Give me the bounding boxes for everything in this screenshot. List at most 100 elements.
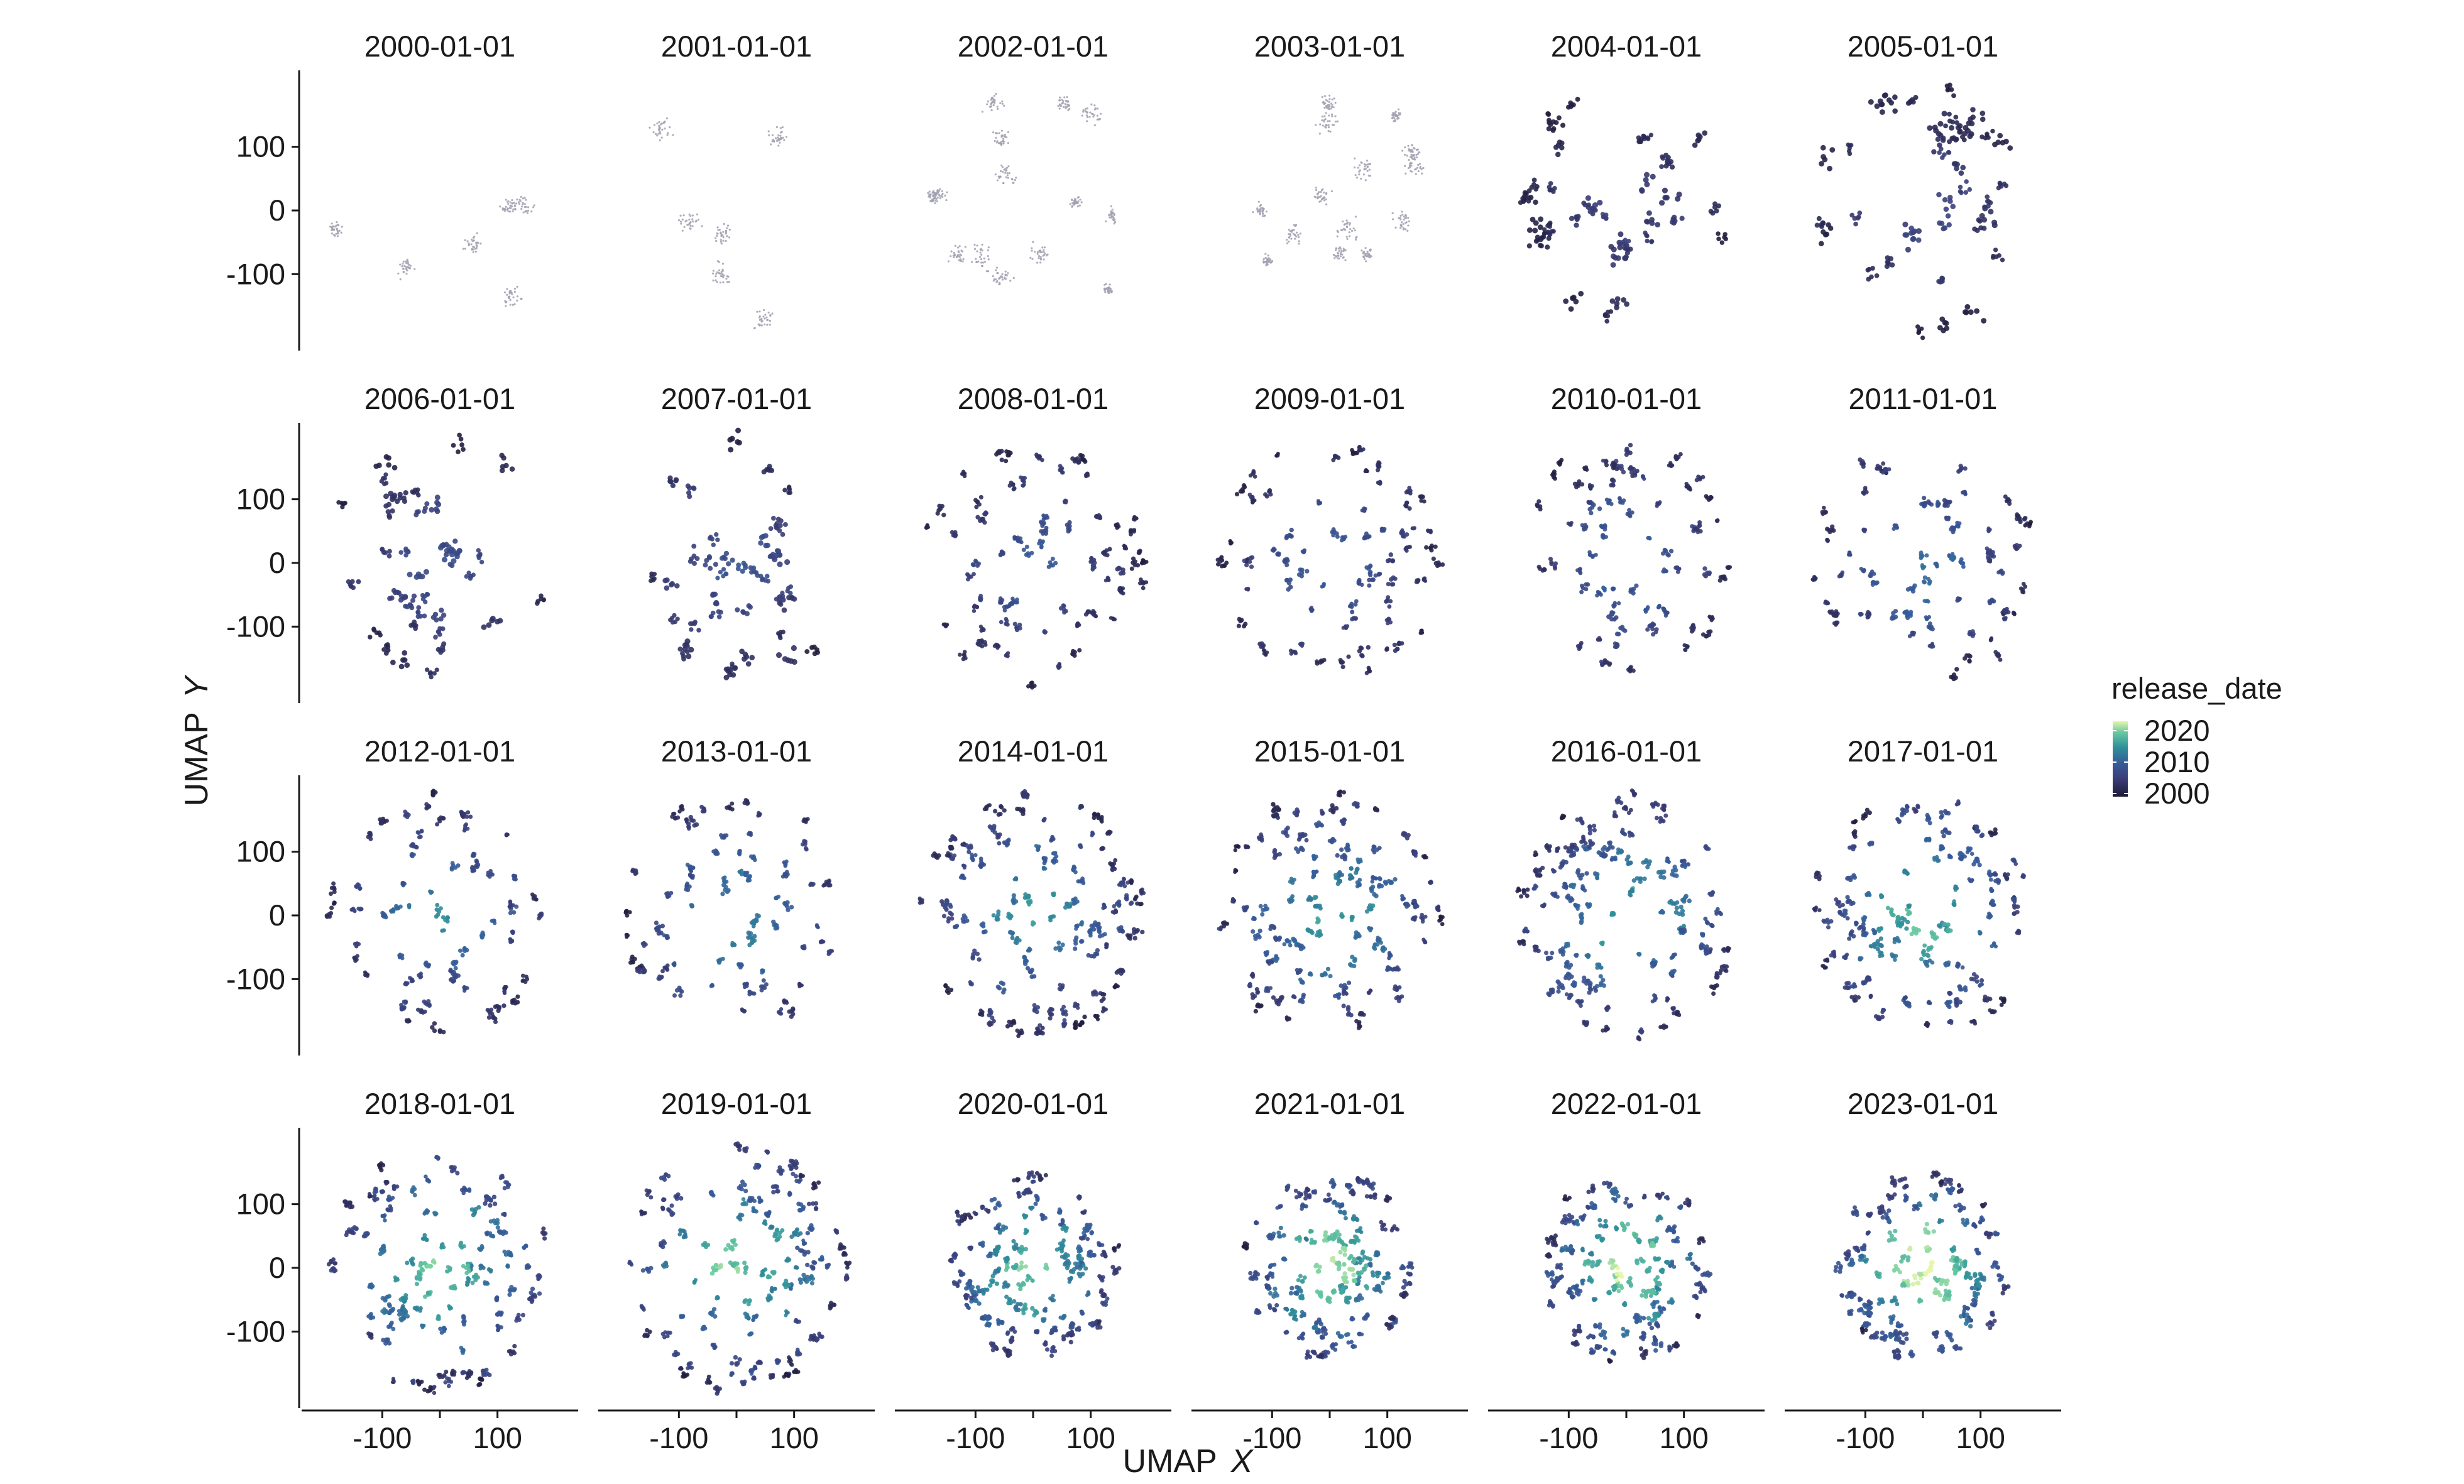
data-point — [1071, 865, 1076, 869]
data-point — [1326, 104, 1328, 107]
data-point — [787, 487, 792, 492]
data-point — [1947, 194, 1953, 200]
data-point — [1997, 133, 2003, 139]
data-point — [1584, 582, 1589, 587]
data-point — [1344, 249, 1347, 251]
data-point — [784, 903, 790, 909]
data-point — [462, 986, 466, 990]
data-point — [358, 887, 362, 891]
data-point — [1660, 551, 1666, 556]
data-point — [1289, 230, 1291, 232]
data-point — [1112, 910, 1117, 915]
data-point — [383, 550, 388, 555]
data-point — [1981, 226, 1987, 231]
data-point — [1829, 147, 1836, 153]
facet-panel: 2009-01-01 — [1215, 382, 1445, 675]
data-point — [764, 323, 766, 326]
data-point — [1641, 475, 1645, 479]
data-point — [1268, 259, 1271, 261]
data-point — [721, 263, 725, 265]
data-point — [710, 610, 716, 616]
data-point — [458, 436, 464, 442]
data-point — [530, 210, 533, 213]
data-point — [678, 993, 683, 998]
data-point — [1141, 581, 1146, 586]
data-point — [503, 985, 507, 989]
data-point — [651, 577, 656, 582]
data-point — [1104, 291, 1107, 293]
data-point — [689, 224, 692, 227]
data-point — [1553, 145, 1559, 150]
data-point — [741, 560, 747, 566]
data-point — [1265, 210, 1268, 213]
data-point — [1548, 557, 1553, 562]
data-point — [1250, 555, 1255, 560]
data-point — [1364, 469, 1369, 473]
data-point — [1066, 96, 1068, 99]
data-point — [1012, 535, 1017, 539]
data-point — [1328, 105, 1331, 107]
data-point — [1391, 114, 1394, 116]
data-point — [1675, 195, 1681, 202]
data-point — [1305, 569, 1310, 574]
data-point — [951, 856, 955, 861]
data-point — [1717, 578, 1722, 583]
data-point — [952, 532, 957, 537]
data-point — [440, 626, 446, 631]
data-point — [1668, 548, 1674, 554]
data-point — [1408, 165, 1411, 167]
data-point — [1034, 1010, 1039, 1015]
data-point — [987, 246, 990, 249]
data-point — [425, 1002, 430, 1007]
data-point — [1419, 498, 1424, 503]
data-point — [1270, 261, 1273, 263]
facet-panel: 2011-01-01 — [1810, 382, 2034, 682]
data-point — [828, 949, 833, 954]
data-point — [740, 569, 745, 574]
data-point — [1575, 644, 1580, 648]
data-point — [1021, 484, 1026, 488]
data-point — [1012, 182, 1015, 184]
data-point — [673, 477, 679, 483]
data-point — [523, 203, 526, 205]
data-point — [397, 953, 402, 958]
data-point — [760, 324, 763, 327]
data-point — [1031, 920, 1035, 925]
data-point — [1021, 476, 1026, 481]
data-point — [1621, 297, 1627, 303]
data-point — [658, 126, 661, 129]
data-point — [1665, 552, 1670, 557]
data-point — [1402, 228, 1405, 231]
data-point — [1000, 136, 1003, 138]
data-point — [1959, 561, 1964, 565]
data-point — [381, 481, 387, 486]
data-point — [801, 945, 806, 950]
data-point — [995, 915, 1000, 920]
data-point — [1036, 261, 1039, 264]
data-point — [1267, 261, 1270, 264]
data-point — [809, 881, 814, 887]
data-point — [1404, 228, 1407, 231]
data-point — [1325, 99, 1327, 101]
data-point — [1110, 205, 1112, 207]
data-point — [1881, 470, 1885, 475]
data-point — [1010, 936, 1015, 941]
data-point — [503, 462, 509, 469]
data-point — [1321, 119, 1323, 122]
data-point — [1083, 612, 1088, 617]
data-point — [435, 912, 441, 917]
data-point — [522, 197, 525, 200]
data-point — [1698, 475, 1703, 480]
data-point — [1415, 168, 1418, 170]
data-point — [403, 548, 408, 554]
data-point — [972, 609, 977, 613]
data-point — [471, 238, 473, 241]
data-point — [1004, 459, 1009, 464]
data-point — [777, 134, 780, 136]
data-point — [1000, 275, 1003, 278]
data-point — [1893, 614, 1898, 619]
data-point — [999, 980, 1004, 985]
data-point — [784, 862, 788, 866]
data-point — [688, 218, 691, 221]
data-point — [522, 211, 525, 214]
